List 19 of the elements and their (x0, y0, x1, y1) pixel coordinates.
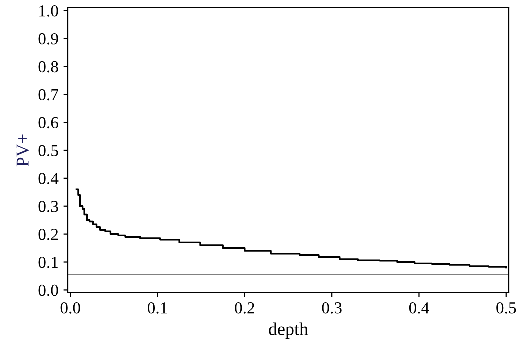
x-tick-label: 0.1 (148, 302, 168, 314)
x-tick-label: 0.0 (60, 302, 80, 314)
y-axis-title: PV+ (16, 134, 30, 167)
y-tick-label: 0.6 (38, 117, 58, 129)
x-axis-title: depth (269, 322, 308, 340)
y-tick-label: 0.9 (38, 33, 58, 45)
x-tick-label: 0.5 (496, 302, 516, 314)
y-tick-label: 0.5 (38, 145, 58, 157)
y-tick-label: 0.3 (38, 201, 58, 212)
y-tick-label: 0.2 (38, 229, 58, 240)
y-tick-label: 1.0 (40, 5, 58, 17)
x-tick-label: 0.2 (235, 302, 254, 314)
x-tick-label: 0.3 (322, 302, 342, 314)
y-tick-label: 0.7 (38, 89, 58, 101)
y-tick-label: 0.0 (38, 284, 58, 296)
x-tick-label: 0.4 (409, 302, 430, 314)
y-tick-label: 0.4 (38, 173, 59, 184)
y-tick-label: 0.8 (38, 61, 58, 73)
y-tick-label: 0.1 (38, 256, 58, 268)
